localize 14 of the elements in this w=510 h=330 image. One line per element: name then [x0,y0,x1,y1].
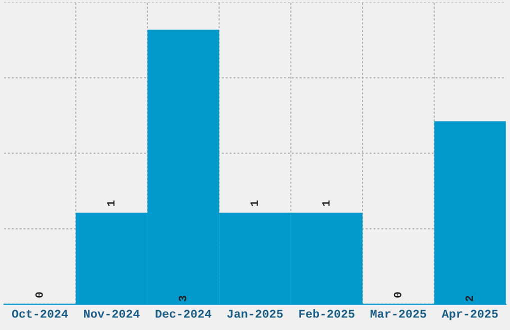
data-label: 1 [107,200,114,206]
data-label: 0 [35,292,43,298]
x-tick-label: Apr-2025 [442,310,498,320]
data-label: 3 [178,296,186,302]
x-tick-label: Oct-2024 [12,310,68,318]
data-label: 0 [394,292,402,298]
x-tick-label: Dec-2024 [156,310,212,318]
data-label: 1 [250,200,258,206]
data-label: 2 [466,296,473,302]
data-label: 1 [322,200,330,206]
x-tick-label: Mar-2025 [370,310,426,318]
x-tick-label: Jan-2025 [227,310,283,318]
x-tick-label: Nov-2024 [84,310,140,318]
x-tick-label: Feb-2025 [299,309,354,318]
